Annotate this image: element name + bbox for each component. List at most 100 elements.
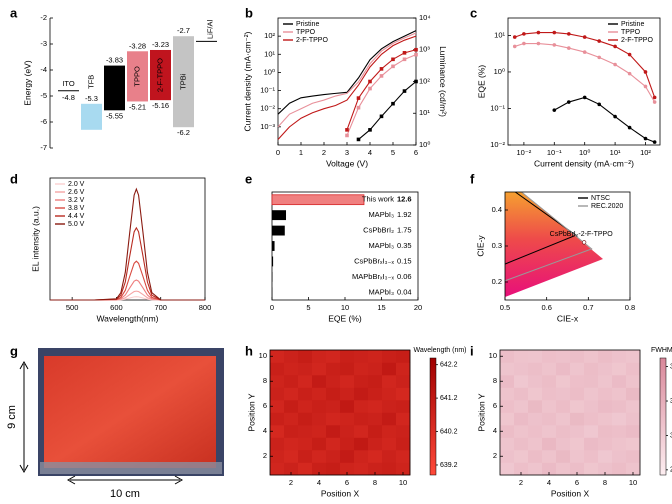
heat-cell <box>514 412 529 426</box>
top-value: -3.23 <box>152 40 169 49</box>
photo-edge <box>40 462 222 474</box>
y-tick-label: 10⁻² <box>260 104 275 113</box>
layer-name: TPPO <box>132 66 141 87</box>
layer-name: Pristine <box>109 75 118 100</box>
panel-letter: d <box>10 171 18 186</box>
heat-cell <box>612 425 627 438</box>
legend-label: TPPO <box>621 29 641 36</box>
heat-cell <box>396 387 411 401</box>
heat-cell <box>542 375 557 388</box>
marker <box>379 67 384 71</box>
arrow-head <box>19 360 29 370</box>
heat-cell <box>542 387 557 401</box>
heat-cell <box>612 375 627 388</box>
series-line <box>50 226 206 301</box>
value-label: 0.15 <box>397 256 412 265</box>
bottom-value: -5.16 <box>152 101 169 110</box>
heat-cell <box>354 375 369 388</box>
heat-cell <box>626 450 641 463</box>
heat-cell <box>368 362 383 376</box>
heat-cell <box>326 437 341 451</box>
heat-cell <box>284 400 299 413</box>
colorbar-tick-label: 31.3 <box>670 432 672 439</box>
colorbar <box>429 357 437 476</box>
heat-cell <box>382 412 397 426</box>
bar <box>272 225 285 236</box>
heat-cell <box>612 450 627 463</box>
x-tick-label: 20 <box>414 303 422 312</box>
plot-frame <box>499 349 641 476</box>
emission-point <box>582 240 587 245</box>
heat-cell <box>340 375 355 388</box>
heat-cell <box>326 425 341 438</box>
legend-label: 5.0 V <box>68 221 85 228</box>
y-axis-label: Energy (eV) <box>22 60 32 106</box>
marker <box>356 137 361 142</box>
x-tick-label: 6 <box>575 478 579 487</box>
heat-cell <box>626 400 641 413</box>
colorbar-tick-label: 33.3 <box>670 398 672 405</box>
heat-cell <box>556 350 571 363</box>
x-tick-label: 700 <box>154 303 167 312</box>
x-tick-label: 600 <box>110 303 123 312</box>
legend-label: Pristine <box>296 21 319 28</box>
heat-cell <box>542 450 557 463</box>
legend-label: 2-F-TPPO <box>296 37 328 44</box>
heat-cell <box>354 437 369 451</box>
heat-cell <box>570 350 585 363</box>
y-tick-label: 10⁻² <box>490 140 505 149</box>
x-tick-label: 10⁻¹ <box>547 148 562 157</box>
marker <box>552 30 557 35</box>
heat-cell <box>298 462 313 476</box>
marker <box>582 95 587 100</box>
heat-cell <box>514 462 529 476</box>
colorbar-tick-label: 35.3 <box>670 363 672 370</box>
marker <box>522 32 526 36</box>
heat-cell <box>312 362 327 376</box>
heat-cell <box>598 387 613 401</box>
heat-cell <box>514 425 529 438</box>
y-tick-label: 10⁰ <box>264 67 275 76</box>
point-label: CsPbBrI₂-2-F-TPPO <box>550 231 614 238</box>
heat-cell <box>612 437 627 451</box>
marker <box>356 96 361 100</box>
marker <box>567 100 571 104</box>
heat-cell <box>528 450 543 463</box>
marker <box>522 41 526 46</box>
heat-cell <box>584 412 599 426</box>
x-tick-label: 2 <box>322 148 326 157</box>
bottom-value: -5.21 <box>129 102 146 111</box>
y-tick-label: 6 <box>263 401 267 410</box>
heat-cell <box>298 412 313 426</box>
heat-cell <box>598 462 613 476</box>
heat-cell <box>270 450 285 463</box>
heat-cell <box>354 350 369 363</box>
heat-cell <box>284 425 299 438</box>
heat-cell <box>270 350 285 363</box>
colorbar-tick-label: 29.3 <box>670 467 672 474</box>
heat-cell <box>556 425 571 438</box>
heat-cell <box>598 350 613 363</box>
heat-cell <box>326 412 341 426</box>
heat-cell <box>542 462 557 476</box>
bottom-value: -6.2 <box>177 128 190 137</box>
heat-cell <box>298 450 313 463</box>
heat-cell <box>368 387 383 401</box>
heat-cell <box>270 437 285 451</box>
heat-cell <box>284 412 299 426</box>
heat-cell <box>340 350 355 363</box>
heat-cell <box>312 400 327 413</box>
y-axis-label: Current density (mA·cm⁻²) <box>242 31 252 131</box>
plot-frame <box>49 177 206 301</box>
heat-cell <box>570 437 585 451</box>
marker <box>536 30 541 35</box>
category-label: This work <box>362 195 394 204</box>
heat-cell <box>270 425 285 438</box>
heat-cell <box>542 400 557 413</box>
heat-cell <box>514 400 529 413</box>
y-tick-label: 2 <box>263 451 267 460</box>
marker <box>613 62 617 67</box>
heat-cell <box>368 425 383 438</box>
x-tick-label: 8 <box>603 478 607 487</box>
legend-label: 3.8 V <box>68 205 85 212</box>
